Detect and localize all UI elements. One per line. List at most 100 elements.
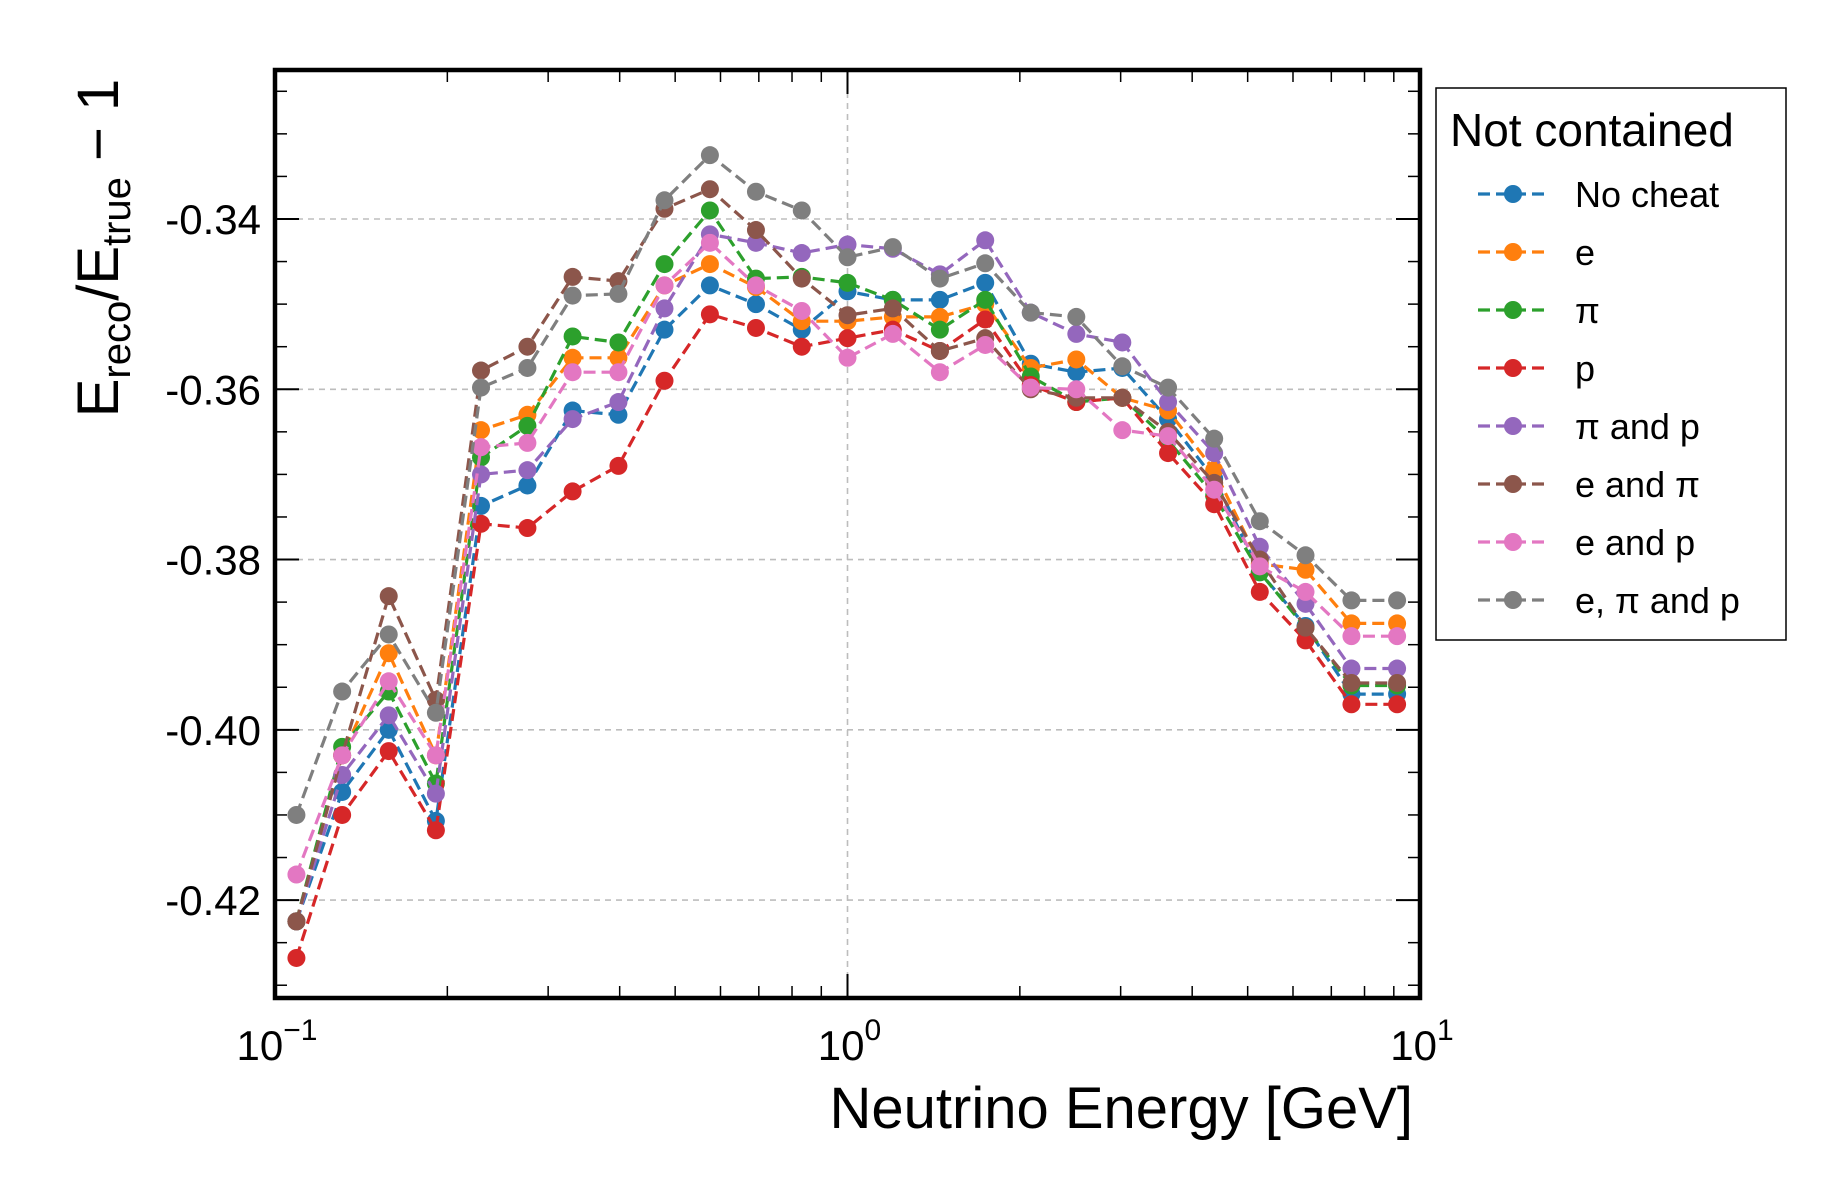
data-point xyxy=(792,201,811,220)
legend-entry: No cheat xyxy=(1478,174,1719,215)
data-point xyxy=(700,201,719,220)
data-point xyxy=(1388,627,1407,646)
data-point xyxy=(287,865,306,884)
legend-marker xyxy=(1504,185,1522,203)
data-point xyxy=(563,348,582,367)
legend-entry: p xyxy=(1478,348,1595,389)
data-point xyxy=(655,255,674,274)
legend: Not contained No cheat eπp π and p e and π e… xyxy=(1435,87,1787,641)
legend-label: e and π xyxy=(1575,464,1700,505)
data-point xyxy=(838,348,857,367)
data-point xyxy=(930,320,949,339)
data-point xyxy=(1067,350,1086,369)
data-point xyxy=(746,276,765,295)
legend-box xyxy=(1435,87,1787,641)
data-point xyxy=(700,146,719,165)
x-axis-label: Neutrino Energy [GeV] xyxy=(829,1076,1413,1141)
legend-entry: e and p xyxy=(1478,522,1695,563)
legend-entry: e xyxy=(1478,232,1595,273)
legend-marker xyxy=(1504,533,1522,551)
data-point xyxy=(472,378,491,397)
data-point xyxy=(287,948,306,967)
data-point xyxy=(1021,378,1040,397)
data-point xyxy=(563,410,582,429)
data-point xyxy=(792,269,811,288)
data-point xyxy=(700,276,719,295)
data-point xyxy=(655,191,674,210)
data-point xyxy=(655,299,674,318)
y-tick-label: -0.38 xyxy=(165,537,261,584)
data-point xyxy=(792,244,811,263)
data-point xyxy=(655,371,674,390)
data-point xyxy=(1159,427,1178,446)
data-point xyxy=(426,821,445,840)
data-point xyxy=(1342,627,1361,646)
data-point xyxy=(1296,631,1315,650)
data-point xyxy=(792,301,811,320)
legend-title: Not contained xyxy=(1450,104,1734,156)
data-point xyxy=(333,682,352,701)
data-point xyxy=(883,324,902,343)
data-point xyxy=(379,644,398,663)
data-point xyxy=(1159,393,1178,412)
tick-labels: -0.34 -0.36 -0.38 -0.40 -0.42 10−1 100 101 xyxy=(165,196,1453,1069)
data-point xyxy=(472,361,491,380)
data-point xyxy=(976,335,995,354)
data-point xyxy=(379,706,398,725)
data-point xyxy=(1250,582,1269,601)
data-point xyxy=(883,238,902,257)
x-tick-label: 101 xyxy=(1390,1014,1453,1069)
legend-marker xyxy=(1504,475,1522,493)
data-point xyxy=(1113,357,1132,376)
data-point xyxy=(1205,480,1224,499)
data-point xyxy=(426,691,445,710)
x-tick-label: 100 xyxy=(818,1014,881,1069)
legend-label: No cheat xyxy=(1575,174,1719,215)
data-point xyxy=(1388,673,1407,692)
legend-entry: π and p xyxy=(1478,406,1700,447)
legend-entry: π xyxy=(1478,290,1600,331)
legend-entry: e and π xyxy=(1478,464,1700,505)
data-point xyxy=(1388,695,1407,714)
data-point xyxy=(930,341,949,360)
data-point xyxy=(930,269,949,288)
data-point xyxy=(563,327,582,346)
legend-label: p xyxy=(1575,348,1595,389)
data-point xyxy=(1388,591,1407,610)
data-point xyxy=(655,320,674,339)
data-point xyxy=(930,290,949,309)
data-point xyxy=(563,267,582,286)
legend-label: π xyxy=(1575,290,1600,331)
data-point xyxy=(976,254,995,273)
data-point xyxy=(976,290,995,309)
legend-entries: No cheat eπp π and p e and π e and p e, π and… xyxy=(1478,174,1740,621)
data-point xyxy=(609,405,628,424)
data-point xyxy=(700,180,719,199)
data-point xyxy=(518,416,537,435)
data-point xyxy=(1250,512,1269,531)
data-point xyxy=(1067,307,1086,326)
data-point xyxy=(792,337,811,356)
data-point xyxy=(609,456,628,475)
data-point xyxy=(379,587,398,606)
x-tick-label: 10−1 xyxy=(237,1014,318,1069)
y-tick-label: -0.40 xyxy=(165,707,261,754)
data-point xyxy=(746,182,765,201)
series-7 xyxy=(287,146,1407,824)
data-point xyxy=(700,305,719,324)
data-point xyxy=(746,233,765,252)
data-point xyxy=(1342,591,1361,610)
data-point xyxy=(379,742,398,761)
legend-entry: e, π and p xyxy=(1478,580,1740,621)
y-tick-label: -0.34 xyxy=(165,196,261,243)
data-point xyxy=(563,482,582,501)
data-point xyxy=(609,363,628,382)
data-point xyxy=(1296,582,1315,601)
series-layer xyxy=(287,146,1407,967)
data-point xyxy=(1205,429,1224,448)
data-point xyxy=(518,476,537,495)
data-point xyxy=(1159,444,1178,463)
data-point xyxy=(609,333,628,352)
data-point xyxy=(883,299,902,318)
